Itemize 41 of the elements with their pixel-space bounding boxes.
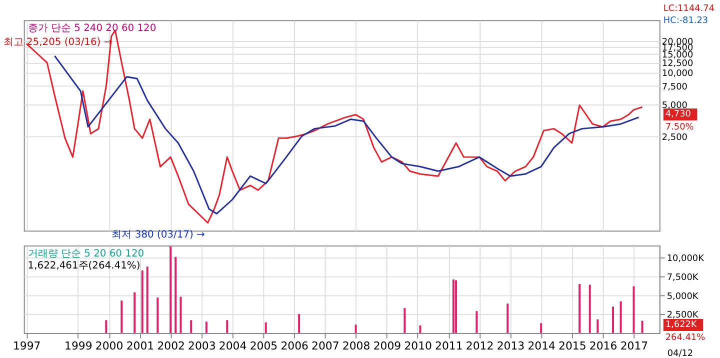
text: 7.50%: [665, 122, 694, 132]
x-tick-label: 2000: [95, 339, 124, 352]
annotation: 1,622,461주(264.41%): [28, 260, 140, 272]
x-tick-label: 2006: [280, 339, 309, 352]
text: 04/12: [667, 348, 694, 358]
x-tick-label: 1997: [12, 339, 41, 352]
y-tick-label: 7,500K: [666, 272, 700, 283]
x-tick-label: 2010: [404, 339, 432, 352]
line-series: [54, 55, 640, 214]
annotation: 최저 380 (03/17) →: [112, 230, 205, 241]
y-tick-label: 12,500: [662, 58, 694, 69]
text: 1,622K: [665, 320, 698, 330]
x-tick-label: 2003: [188, 339, 216, 352]
x-tick-label: 2013: [496, 339, 525, 352]
text: 4,730: [665, 109, 692, 120]
x-tick-label: 1999: [64, 339, 92, 352]
y-tick-label: 5,000K: [666, 292, 700, 302]
x-tick-label: 2017: [620, 339, 648, 352]
y-tick-label: 10,000: [662, 69, 694, 80]
x-tick-label: 2001: [126, 339, 154, 352]
x-tick-label: 2004: [218, 339, 247, 352]
x-tick-label: 2016: [589, 339, 618, 352]
text: LC:1144.74: [663, 4, 715, 14]
x-tick-label: 2002: [157, 339, 185, 352]
y-tick-label: 2,500K: [666, 310, 700, 321]
x-tick-label: 2009: [373, 339, 402, 352]
x-tick-label: 2005: [250, 339, 278, 352]
annotation: 종가 단순 5 240 20 60 120: [28, 23, 156, 34]
x-tick-label: 2015: [558, 339, 586, 352]
x-tick-label: 2012: [466, 339, 494, 352]
y-tick-label: 5,000: [662, 100, 688, 111]
annotation: 거래량 단순 5 20 60 120: [28, 248, 144, 260]
y-tick-label: 7,500: [662, 82, 688, 92]
x-tick-label: 2014: [528, 339, 556, 352]
x-tick-label: 2011: [435, 339, 463, 352]
y-tick-label: 10,000K: [666, 254, 706, 264]
text: HC:-81.23: [663, 16, 708, 26]
y-tick-label: 2,500: [662, 132, 688, 143]
x-tick-label: 2007: [312, 339, 340, 352]
x-tick-label: 2008: [342, 339, 370, 352]
text: 264.41%: [665, 332, 706, 343]
